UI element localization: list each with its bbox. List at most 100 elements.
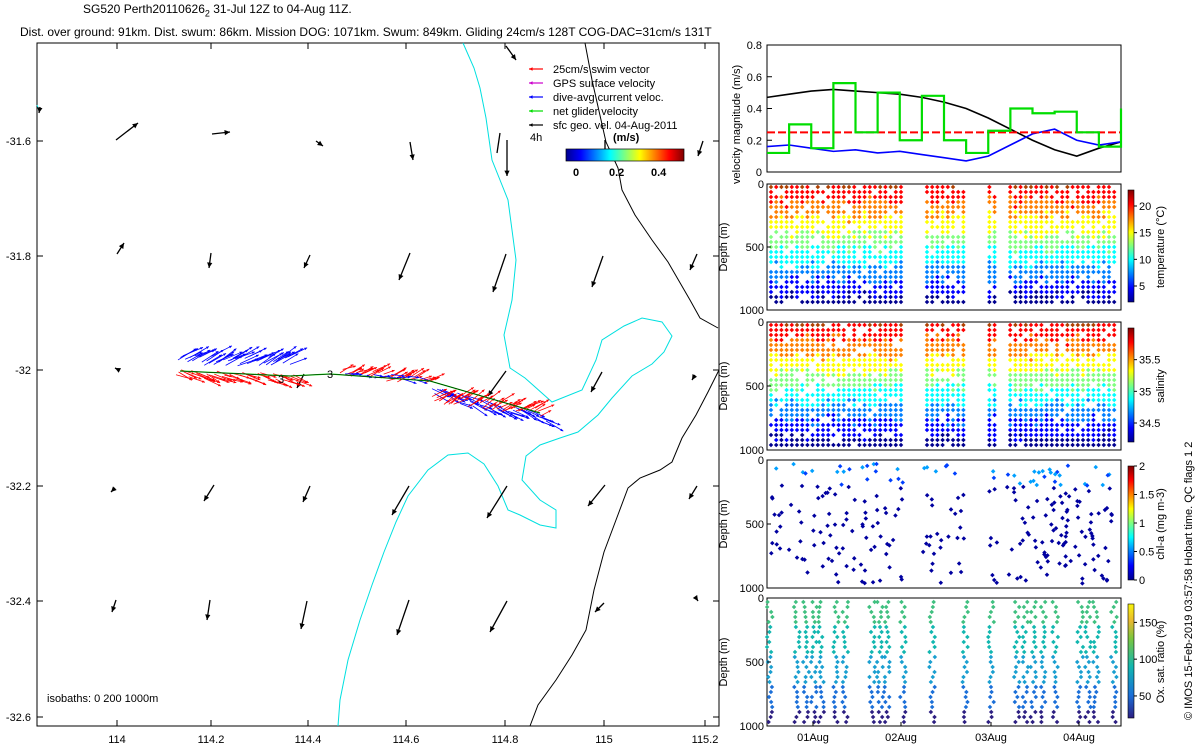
map-panel: 114 114.2 114.4 114.6 114.8 115 115.2 -31.6 -31.… — [6, 42, 720, 746]
sfc-geo-arrow — [487, 370, 507, 397]
isobath-note: isobaths: 0 200 1000m — [47, 693, 158, 705]
colorbar-tick-label: 0 — [1139, 575, 1145, 587]
track-vector — [273, 350, 289, 362]
track-vector — [429, 373, 445, 381]
track-vector — [537, 404, 555, 412]
track-vector — [219, 378, 237, 384]
map-colorbar-label: (m/s) — [613, 132, 640, 144]
track-vector — [383, 369, 395, 375]
track-vector — [288, 380, 306, 387]
section-ytick-label: 0 — [758, 179, 764, 191]
map-legend-label: dive-avg current veloc. — [553, 92, 664, 104]
imos-side-note: © IMOS 15-Feb-2019 03:57:58 Hobart time.… — [1183, 441, 1195, 720]
header-range: 31-Jul 12Z to 04-Aug 11Z. — [209, 2, 352, 16]
map-legend-row: GPS surface velocity — [529, 78, 656, 90]
sfc-geo-arrow — [116, 242, 125, 255]
header-sub: 2 — [204, 8, 210, 19]
track-vector — [528, 409, 545, 418]
track-vector — [539, 409, 552, 417]
sfc-geo-arrow — [692, 595, 699, 602]
section-ytick-label: 1000 — [740, 445, 764, 457]
track-vector — [496, 401, 513, 410]
track-vector — [364, 366, 378, 374]
track-vector — [410, 367, 425, 377]
track-vector — [506, 400, 518, 411]
sfc-geo-arrow — [37, 106, 43, 114]
track-vector — [450, 392, 464, 404]
sfc-geo-arrow — [114, 367, 121, 373]
colorbar-tick-label: 15 — [1139, 228, 1151, 240]
track-vector — [408, 375, 420, 379]
track-vector — [512, 409, 529, 418]
track-vector — [458, 387, 475, 398]
vel-series-net — [767, 81, 1123, 155]
sfc-geo-arrow — [591, 255, 604, 288]
velocity-ylabel: velocity magnitude (m/s) — [731, 64, 743, 184]
track-vector — [350, 373, 363, 376]
section-colorbar — [1127, 189, 1135, 303]
section-points — [764, 599, 1119, 725]
sfc-geo-arrow — [205, 599, 211, 621]
track-vector — [203, 377, 222, 387]
vel-ytick-label: 0.8 — [747, 40, 762, 52]
section-colorbar-label: Ox. sat. ratio (%) — [1155, 621, 1167, 704]
section-xtick-label: 03Aug — [975, 732, 1007, 744]
map-legend: 25cm/s swim vector GPS surface velocity di… — [496, 64, 685, 179]
track-vector — [543, 418, 561, 426]
map-ytick-label: -31.6 — [6, 136, 31, 148]
map-frame — [36, 42, 720, 727]
section-ytick-label: 500 — [746, 519, 764, 531]
section-colorbar — [1127, 465, 1135, 581]
header-title: SG520 Perth20110626 — [83, 2, 205, 16]
section-ytick-label: 1000 — [740, 583, 764, 595]
map-colorbar — [565, 148, 685, 162]
sfc-geo-arrow — [299, 600, 308, 630]
track-vector — [505, 410, 524, 422]
track-vector — [280, 345, 297, 359]
map-legend-row: dive-avg current veloc. — [529, 92, 664, 104]
track-vector — [525, 409, 540, 417]
sfc-geo-arrow — [398, 252, 411, 281]
sfc-geo-arrow — [303, 254, 311, 269]
section-xtick-label: 02Aug — [885, 732, 917, 744]
track-vector — [538, 419, 555, 428]
section-panel-chl: 0 500 1000 Depth (m) 0 0.5 1 1.5 2 chl-a (mg m-3) — [718, 455, 1167, 595]
map-ytick-label: -32.6 — [6, 712, 31, 724]
section-colorbar-label: temperature (°C) — [1155, 206, 1167, 288]
map-xtick-label: 115.2 — [692, 734, 719, 746]
section-xtick-label: 04Aug — [1063, 732, 1095, 744]
track-vector — [494, 399, 509, 407]
track-vector — [443, 393, 457, 405]
track-vector — [204, 354, 223, 366]
map-axes: 114 114.2 114.4 114.6 114.8 115 115.2 -31.6 -31.… — [6, 43, 719, 746]
sfc-geo-arrow — [396, 599, 410, 636]
map-legend-label: GPS surface velocity — [553, 78, 656, 90]
map-ytick-label: -32 — [15, 365, 31, 377]
track-vector — [208, 353, 227, 364]
track-vector — [462, 389, 476, 398]
track-vector — [211, 345, 233, 357]
sfc-geo-arrow — [590, 371, 603, 393]
section-xtick-label: 01Aug — [797, 732, 829, 744]
sfc-geo-arrow — [203, 484, 215, 502]
sfc-geo-arrow — [691, 374, 698, 381]
colorbar-tick-label: 20 — [1139, 201, 1151, 213]
track-vector — [211, 376, 230, 383]
map-xtick-label: 114.4 — [295, 734, 322, 746]
section-colorbar — [1127, 327, 1135, 443]
track-vector — [465, 389, 479, 399]
track-vector — [275, 378, 293, 389]
track-vector — [206, 373, 221, 383]
track-vector — [441, 389, 457, 396]
track-vector — [265, 352, 283, 366]
colorbar-tick-label: 35.5 — [1139, 355, 1160, 367]
map-colorbar-tick-1: 0.2 — [609, 167, 624, 179]
figure-header: SG520 Perth201106262 31-Jul 12Z to 04-Au… — [0, 0, 760, 42]
colorbar-tick-label: 34.5 — [1139, 418, 1160, 430]
header-line1: SG520 Perth201106262 31-Jul 12Z to 04-Au… — [0, 0, 760, 23]
map-ytick-label: -32.4 — [6, 596, 31, 608]
track-vector — [342, 365, 357, 370]
map-xtick-label: 114.8 — [492, 734, 519, 746]
